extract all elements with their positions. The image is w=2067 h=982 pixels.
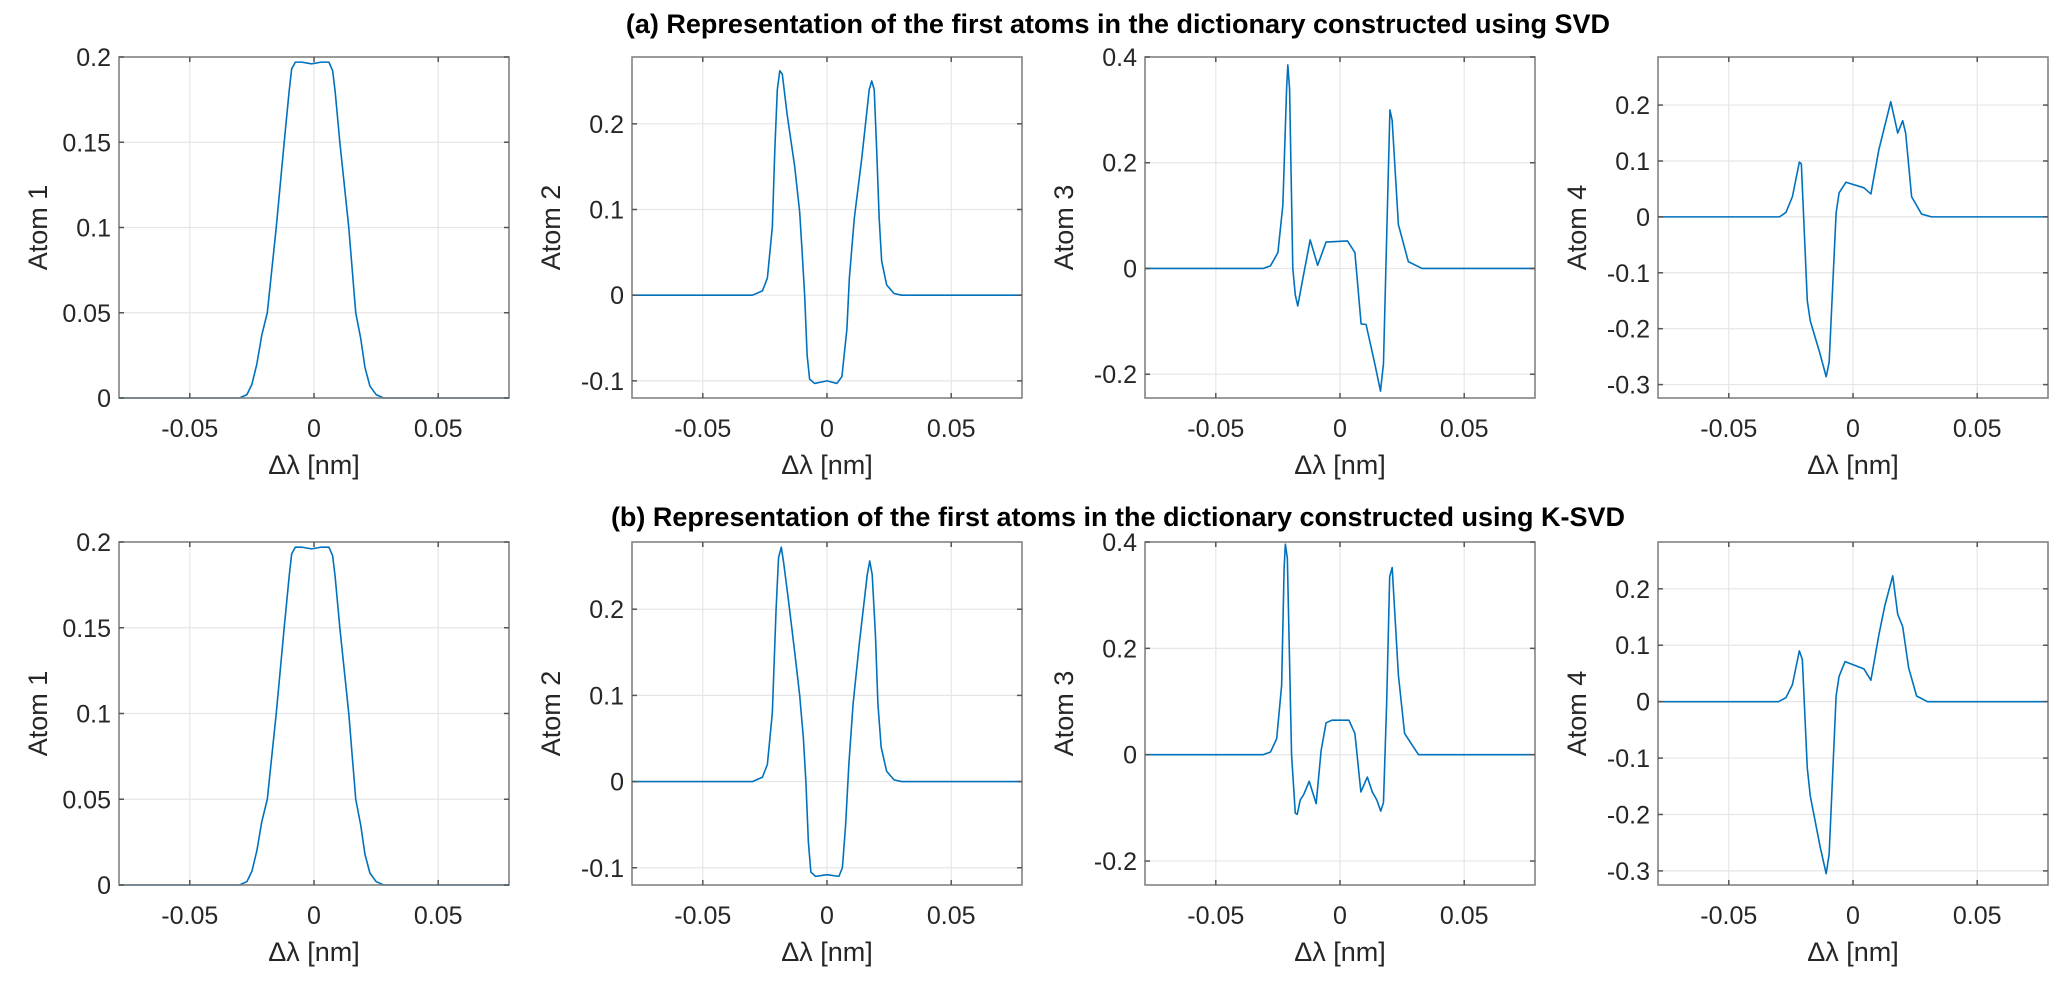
y-tick-label: 0.4 [1102,529,1137,557]
data-series-line [1658,100,2048,378]
y-tick-label: 0.2 [76,44,111,72]
x-tick-label: -0.05 [1700,902,1757,930]
data-series-line [1145,543,1535,816]
y-tick-label: 0 [97,872,111,900]
data-series-line [119,61,509,399]
y-tick-label: 0.2 [1102,150,1137,178]
data-series-line [632,69,1022,385]
y-tick-label: 0 [97,385,111,413]
y-tick-label: -0.2 [1094,848,1137,876]
y-tick-label: 0.1 [1615,148,1650,176]
y-tick-label: -0.3 [1607,858,1650,886]
y-axis-label: Atom 4 [1562,185,1592,271]
y-axis-label: Atom 3 [1049,185,1079,271]
y-tick-label: 0.1 [589,682,624,710]
subplot-a-atom-2: -0.05 0 0.05 -0.1 0 0.1 0.2 Δλ [nm] Atom 2 [536,56,1023,480]
y-axis-label: Atom 1 [23,671,53,757]
y-tick-label: 0.15 [62,615,111,643]
y-tick-label: 0 [1123,742,1137,770]
y-tick-label: -0.1 [581,855,624,883]
x-tick-label: -0.05 [1187,415,1244,443]
y-tick-label: -0.1 [581,368,624,396]
y-axis-label: Atom 1 [23,185,53,271]
x-tick-label: 0 [1333,902,1347,930]
y-tick-label: -0.1 [1607,745,1650,773]
data-series-line [1658,575,2048,875]
y-tick-label: 0.15 [62,129,111,157]
y-tick-label: 0.2 [589,111,624,139]
x-tick-label: -0.05 [161,902,218,930]
x-tick-label: -0.05 [1700,415,1757,443]
y-tick-label: 0 [610,769,624,797]
x-axis-label: Δλ [nm] [781,937,873,967]
data-series-line [119,546,509,886]
y-axis-label: Atom 2 [536,671,566,757]
subplot-b-atom-1: -0.05 0 0.05 0 0.05 0.1 0.15 0.2 Δλ [nm] Atom 1 [23,529,510,967]
x-tick-label: 0.05 [1440,415,1489,443]
y-tick-label: -0.2 [1094,361,1137,389]
x-tick-label: 0.05 [1953,902,2002,930]
y-axis-label: Atom 2 [536,185,566,271]
x-tick-label: 0 [1333,415,1347,443]
data-series-line [1145,64,1535,392]
x-axis-label: Δλ [nm] [781,450,873,480]
y-tick-label: 0.1 [589,197,624,225]
x-tick-label: -0.05 [1187,902,1244,930]
x-tick-label: 0 [307,415,321,443]
y-tick-label: -0.2 [1607,316,1650,344]
title-row-b: (b) Representation of the first atoms in… [611,502,1625,532]
y-tick-label: 0.1 [76,701,111,729]
x-axis-label: Δλ [nm] [268,937,360,967]
x-tick-label: 0 [1846,902,1860,930]
y-tick-label: 0.2 [76,529,111,557]
y-tick-label: 0 [1636,204,1650,232]
x-tick-label: 0.05 [1440,902,1489,930]
subplot-a-atom-3: -0.05 0 0.05 -0.2 0 0.2 0.4 Δλ [nm] Atom 3 [1049,44,1536,480]
y-tick-label: 0.05 [62,786,111,814]
y-tick-label: 0.4 [1102,44,1137,72]
x-tick-label: -0.05 [674,902,731,930]
y-tick-label: 0.2 [589,596,624,624]
subplot-a-atom-1: -0.05 0 0.05 0 0.05 0.1 0.15 0.2 Δλ [nm] Atom 1 [23,44,510,480]
x-tick-label: 0.05 [414,415,463,443]
subplot-a-atom-4: -0.05 0 0.05 -0.3 -0.2 -0.1 0 0.1 0.2 Δλ [nm] Atom… [1562,56,2049,480]
subplot-b-atom-2: -0.05 0 0.05 -0.1 0 0.1 0.2 Δλ [nm] Atom 2 [536,541,1023,967]
x-tick-label: 0.05 [414,902,463,930]
y-tick-label: -0.2 [1607,801,1650,829]
y-tick-label: 0 [1123,255,1137,283]
y-tick-label: -0.1 [1607,260,1650,288]
x-axis-label: Δλ [nm] [1807,937,1899,967]
y-tick-label: 0.2 [1615,92,1650,120]
x-axis-label: Δλ [nm] [1294,450,1386,480]
x-axis-label: Δλ [nm] [1807,450,1899,480]
x-tick-label: -0.05 [161,415,218,443]
x-tick-label: 0 [1846,415,1860,443]
x-axis-label: Δλ [nm] [268,450,360,480]
y-tick-label: 0.1 [76,215,111,243]
subplot-b-atom-4: -0.05 0 0.05 -0.3 -0.2 -0.1 0 0.1 0.2 Δλ [nm] Atom… [1562,541,2049,967]
y-tick-label: 0.2 [1102,635,1137,663]
y-tick-label: 0 [610,282,624,310]
x-tick-label: -0.05 [674,415,731,443]
x-tick-label: 0.05 [1953,415,2002,443]
x-tick-label: 0 [820,902,834,930]
title-row-a: (a) Representation of the first atoms in… [626,9,1610,39]
x-tick-label: 0 [820,415,834,443]
subplot-b-atom-3: -0.05 0 0.05 -0.2 0 0.2 0.4 Δλ [nm] Atom 3 [1049,529,1536,967]
x-tick-label: 0 [307,902,321,930]
x-tick-label: 0.05 [927,902,976,930]
y-axis-label: Atom 4 [1562,671,1592,757]
y-axis-label: Atom 3 [1049,671,1079,757]
y-tick-label: 0.05 [62,300,111,328]
x-axis-label: Δλ [nm] [1294,937,1386,967]
y-tick-label: 0.2 [1615,576,1650,604]
y-tick-label: 0.1 [1615,632,1650,660]
data-series-line [632,546,1022,878]
x-tick-label: 0.05 [927,415,976,443]
y-tick-label: 0 [1636,689,1650,717]
y-tick-label: -0.3 [1607,372,1650,400]
